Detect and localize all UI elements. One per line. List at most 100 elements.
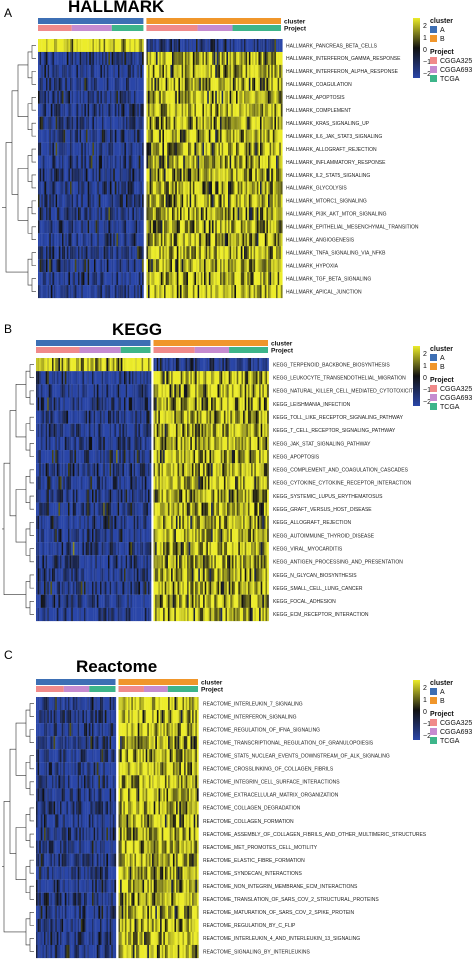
- heatmap-cell: [253, 142, 256, 156]
- heatmap-cell: [152, 39, 155, 53]
- heatmap-cell: [98, 129, 101, 143]
- heatmap-cell: [226, 116, 229, 130]
- heatmap-cell: [254, 450, 257, 464]
- heatmap-cell: [191, 423, 194, 437]
- heatmap-cell: [53, 476, 56, 490]
- heatmap-cell: [172, 272, 174, 286]
- heatmap-cell: [106, 51, 109, 65]
- heatmap-cell: [41, 77, 43, 91]
- heatmap-cell: [85, 397, 88, 411]
- heatmap-cell: [39, 358, 41, 372]
- heatmap-cell: [60, 259, 63, 273]
- heatmap-cell: [39, 90, 42, 104]
- heatmap-cell: [212, 371, 215, 385]
- heatmap-cell: [175, 90, 177, 104]
- heatmap-cell: [79, 410, 81, 424]
- heatmap-cell: [262, 358, 265, 372]
- heatmap-cell: [183, 168, 185, 182]
- heatmap-cell: [146, 272, 149, 286]
- heatmap-cell: [62, 272, 64, 286]
- heatmap-cell: [134, 142, 136, 156]
- heatmap-cell: [155, 476, 157, 490]
- heatmap-cell: [280, 64, 283, 78]
- heatmap-cell: [260, 450, 263, 464]
- heatmap-cell: [272, 90, 275, 104]
- heatmap-cell: [81, 285, 83, 299]
- row-label: HALLMARK_TGF_BETA_SIGNALING: [286, 276, 371, 282]
- heatmap-cell: [210, 103, 213, 117]
- heatmap-cell: [130, 259, 133, 273]
- heatmap-cell: [146, 129, 149, 143]
- row-label: HALLMARK_ALLOGRAFT_REJECTION: [286, 147, 377, 153]
- heatmap-cell: [111, 489, 113, 503]
- heatmap-cell: [152, 233, 155, 247]
- heatmap-cell: [163, 397, 165, 411]
- heatmap-cell: [218, 285, 221, 299]
- heatmap-cell: [183, 103, 185, 117]
- heatmap-cell: [62, 90, 64, 104]
- heatmap-cell: [119, 423, 121, 437]
- heatmap-cell: [213, 90, 216, 104]
- heatmap-cell: [58, 246, 61, 260]
- heatmap-cell: [266, 77, 269, 91]
- heatmap-cell: [71, 116, 74, 130]
- heatmap-cell: [276, 207, 278, 221]
- heatmap-cell: [60, 129, 63, 143]
- heatmap-cell: [175, 410, 178, 424]
- heatmap-cell: [191, 103, 193, 117]
- heatmap-cell: [195, 397, 197, 411]
- heatmap-cell: [95, 103, 98, 117]
- heatmap-cell: [196, 450, 199, 464]
- heatmap-cell: [255, 181, 257, 195]
- heatmap-cell: [262, 384, 265, 398]
- heatmap-cell: [168, 51, 171, 65]
- heatmap-cell: [242, 51, 245, 65]
- heatmap-cell: [60, 155, 63, 169]
- cluster-legend-title: cluster: [430, 18, 453, 25]
- heatmap-cell: [199, 64, 201, 78]
- heatmap-cell: [110, 155, 112, 169]
- heatmap-cell: [149, 64, 152, 78]
- heatmap-cell: [95, 502, 97, 516]
- heatmap-cell: [178, 129, 181, 143]
- color-scale-tick: 0: [423, 47, 427, 54]
- heatmap-cell: [176, 155, 179, 169]
- heatmap-cell: [161, 371, 164, 385]
- heatmap-cell: [119, 220, 122, 234]
- heatmap-cell: [239, 371, 242, 385]
- heatmap-cell: [167, 142, 169, 156]
- heatmap-cell: [38, 207, 40, 221]
- heatmap-cell: [178, 285, 181, 299]
- heatmap-cell: [95, 246, 98, 260]
- heatmap-cell: [42, 181, 45, 195]
- heatmap-cell: [237, 39, 240, 53]
- heatmap-cell: [50, 502, 53, 516]
- heatmap-cell: [248, 220, 251, 234]
- heatmap-cell: [66, 39, 69, 53]
- heatmap-cell: [134, 64, 136, 78]
- heatmap-cell: [152, 207, 155, 221]
- heatmap-cell: [194, 181, 197, 195]
- heatmap-cell: [55, 450, 57, 464]
- heatmap-cell: [111, 384, 113, 398]
- heatmap-cell: [269, 39, 272, 53]
- heatmap-cell: [237, 220, 240, 234]
- heatmap-cell: [199, 476, 202, 490]
- heatmap-cell: [220, 90, 222, 104]
- heatmap-cell: [98, 207, 101, 221]
- heatmap-cell: [178, 51, 181, 65]
- heatmap-cell: [220, 358, 223, 372]
- heatmap-cell: [170, 259, 173, 273]
- heatmap-cell: [172, 476, 175, 490]
- heatmap-cell: [122, 384, 125, 398]
- heatmap-cell: [231, 142, 233, 156]
- heatmap-cell: [177, 410, 180, 424]
- heatmap-cell: [247, 450, 250, 464]
- heatmap-cell: [167, 450, 170, 464]
- heatmap-cell: [167, 246, 169, 260]
- heatmap-cell: [215, 129, 217, 143]
- heatmap-cell: [256, 77, 259, 91]
- heatmap-cell: [78, 142, 80, 156]
- heatmap-cell: [197, 285, 200, 299]
- heatmap-cell: [118, 194, 120, 208]
